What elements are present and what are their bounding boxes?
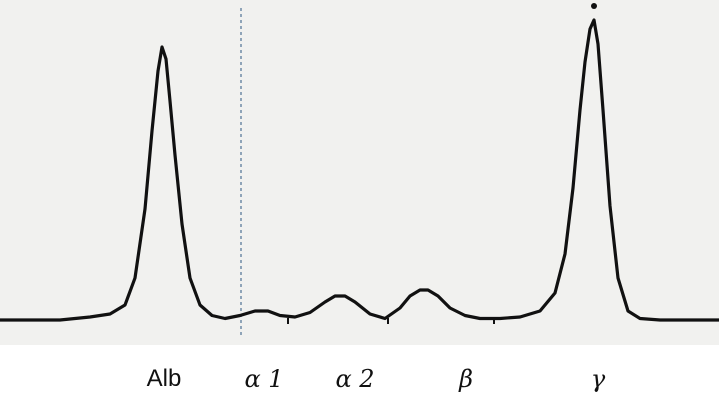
fraction-label-beta: β [459,365,473,393]
densitometry-trace [0,18,719,322]
fraction-labels: Alb α 1 α 2 β γ [0,345,719,398]
peak-marker [591,3,597,9]
fraction-label-alb: Alb [146,365,182,392]
fraction-label-gamma: γ [590,365,606,393]
fraction-label-alpha1: α 1 [244,365,284,393]
fraction-label-alpha2: α 2 [335,365,375,393]
plot-area [0,0,719,345]
tick-marks [287,3,597,324]
electrophoresis-chart [0,3,719,336]
